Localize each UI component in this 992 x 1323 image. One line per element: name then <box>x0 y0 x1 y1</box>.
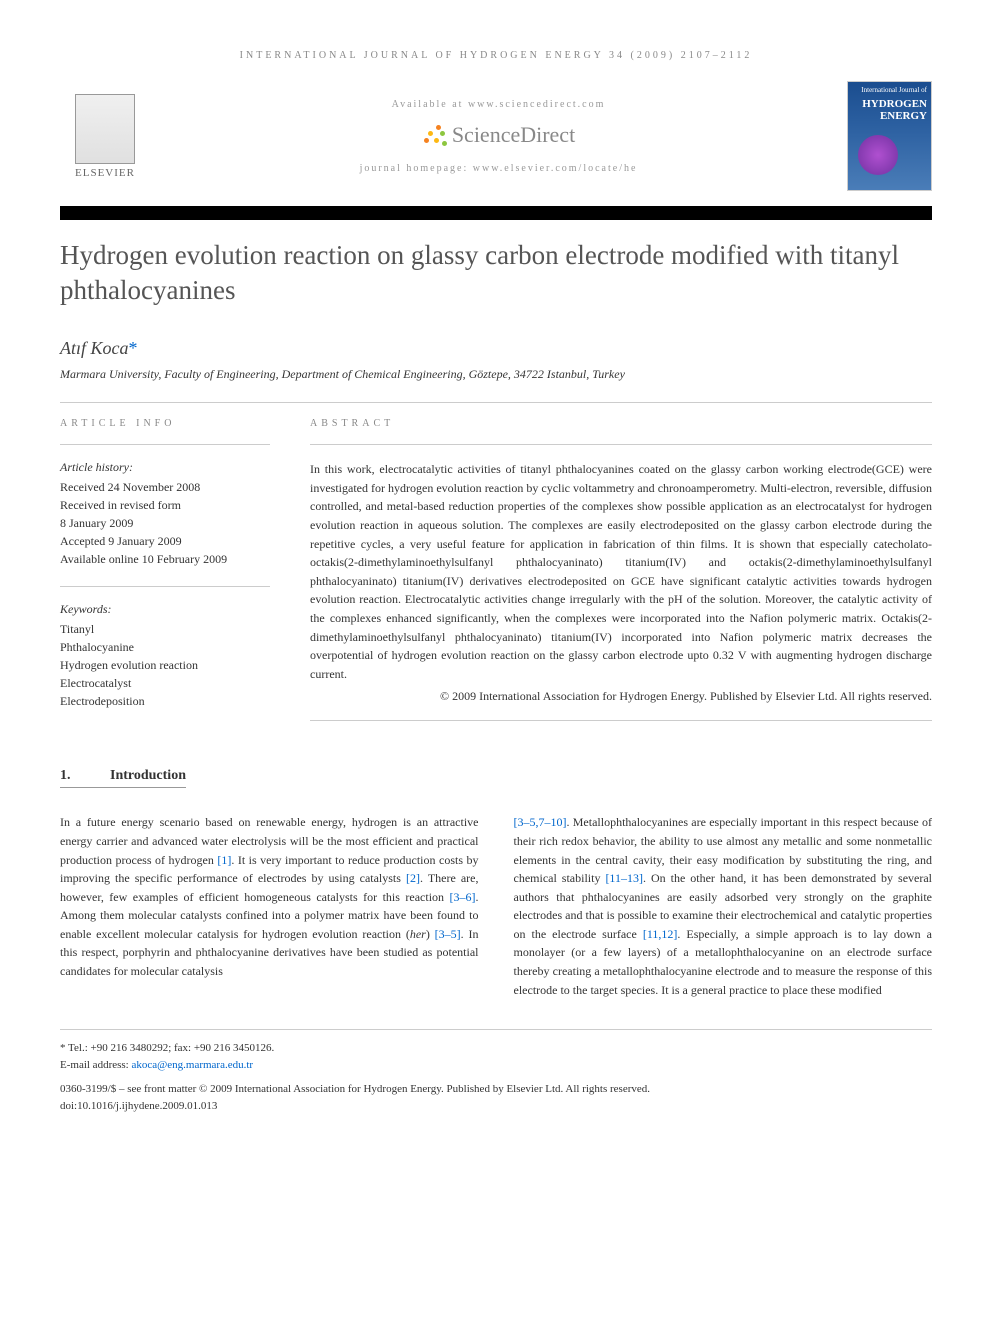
keywords-block: Keywords: Titanyl Phthalocyanine Hydroge… <box>60 602 270 710</box>
footer-issn: 0360-3199/$ – see front matter © 2009 In… <box>60 1081 932 1098</box>
author-affiliation: Marmara University, Faculty of Engineeri… <box>60 367 932 382</box>
body-text-1e: ) <box>426 927 435 941</box>
abstract-column: ABSTRACT In this work, electrocatalytic … <box>310 418 932 736</box>
ref-link-3[interactable]: [3–6] <box>450 890 476 904</box>
email-link[interactable]: akoca@eng.marmara.edu.tr <box>131 1059 253 1071</box>
footer-doi: doi:10.1016/j.ijhydene.2009.01.013 <box>60 1098 932 1115</box>
abstract-heading: ABSTRACT <box>310 418 932 429</box>
body-text: In a future energy scenario based on ren… <box>60 813 932 999</box>
abstract-text: In this work, electrocatalytic activitie… <box>310 460 932 683</box>
corresponding-star: * <box>129 338 138 358</box>
article-info-heading: ARTICLE INFO <box>60 418 270 429</box>
abstract-divider-bottom <box>310 720 932 721</box>
header-row: ELSEVIER Available at www.sciencedirect.… <box>60 81 932 191</box>
article-history: Article history: Received 24 November 20… <box>60 460 270 568</box>
received-date: Received 24 November 2008 <box>60 478 270 496</box>
cover-image <box>858 135 898 175</box>
elsevier-tree-icon <box>75 94 135 164</box>
ref-link-2[interactable]: [2] <box>406 871 420 885</box>
article-info-column: ARTICLE INFO Article history: Received 2… <box>60 418 270 736</box>
abstract-copyright: © 2009 International Association for Hyd… <box>310 687 932 705</box>
cover-subtitle: International Journal of <box>848 82 931 98</box>
history-label: Article history: <box>60 460 270 475</box>
ref-link-5[interactable]: [3–5,7–10] <box>514 815 567 829</box>
sciencedirect-text: ScienceDirect <box>452 122 575 148</box>
keyword-2: Hydrogen evolution reaction <box>60 656 270 674</box>
her-italic: her <box>410 927 426 941</box>
section-number: 1. <box>60 768 110 784</box>
accepted-date: Accepted 9 January 2009 <box>60 532 270 550</box>
available-text: Available at www.sciencedirect.com <box>150 99 847 110</box>
elsevier-logo: ELSEVIER <box>60 86 150 186</box>
footer-email-line: E-mail address: akoca@eng.marmara.edu.tr <box>60 1057 932 1074</box>
ref-link-6[interactable]: [11–13] <box>605 871 643 885</box>
cover-title-1: HYDROGEN <box>848 98 931 110</box>
divider-bar <box>60 206 932 220</box>
ref-link-7[interactable]: [11,12] <box>643 927 678 941</box>
divider-line <box>60 402 932 403</box>
section-title: Introduction <box>110 768 186 783</box>
abstract-divider <box>310 444 932 445</box>
footer-contact: * Tel.: +90 216 3480292; fax: +90 216 34… <box>60 1040 932 1073</box>
info-abstract-section: ARTICLE INFO Article history: Received 2… <box>60 418 932 736</box>
author-name: Atıf Koca* <box>60 338 932 359</box>
revised-label: Received in revised form <box>60 496 270 514</box>
body-column-right: [3–5,7–10]. Metallophthalocyanines are e… <box>514 813 933 999</box>
keyword-1: Phthalocyanine <box>60 638 270 656</box>
footer-tel: * Tel.: +90 216 3480292; fax: +90 216 34… <box>60 1040 932 1057</box>
homepage-text: journal homepage: www.elsevier.com/locat… <box>150 163 847 174</box>
elsevier-label: ELSEVIER <box>75 167 135 179</box>
footer: * Tel.: +90 216 3480292; fax: +90 216 34… <box>60 1029 932 1114</box>
keyword-3: Electrocatalyst <box>60 674 270 692</box>
keyword-0: Titanyl <box>60 620 270 638</box>
article-title: Hydrogen evolution reaction on glassy ca… <box>60 238 932 308</box>
keyword-4: Electrodeposition <box>60 692 270 710</box>
online-date: Available online 10 February 2009 <box>60 550 270 568</box>
header-center: Available at www.sciencedirect.com Scien… <box>150 99 847 174</box>
journal-reference: INTERNATIONAL JOURNAL OF HYDROGEN ENERGY… <box>60 50 932 61</box>
info-divider-2 <box>60 586 270 587</box>
body-column-left: In a future energy scenario based on ren… <box>60 813 479 999</box>
keywords-label: Keywords: <box>60 602 270 617</box>
sciencedirect-logo: ScienceDirect <box>422 122 575 148</box>
email-label: E-mail address: <box>60 1059 131 1071</box>
author-text: Atıf Koca <box>60 338 129 358</box>
section-1-heading: 1.Introduction <box>60 766 932 803</box>
ref-link-1[interactable]: [1] <box>217 853 231 867</box>
ref-link-4[interactable]: [3–5] <box>435 927 461 941</box>
cover-title-2: ENERGY <box>848 110 931 122</box>
info-divider-1 <box>60 444 270 445</box>
revised-date: 8 January 2009 <box>60 514 270 532</box>
sciencedirect-icon <box>422 123 446 147</box>
journal-cover: International Journal of HYDROGEN ENERGY <box>847 81 932 191</box>
